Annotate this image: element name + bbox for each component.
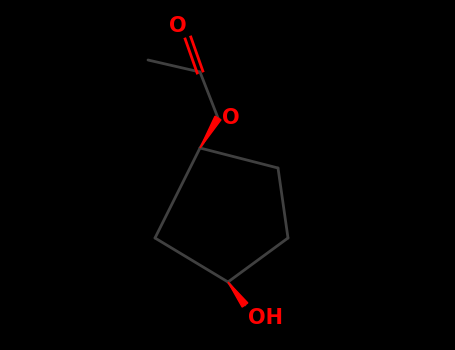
Polygon shape: [228, 282, 248, 307]
Text: OH: OH: [248, 308, 283, 328]
Polygon shape: [200, 116, 221, 148]
Text: O: O: [169, 16, 187, 36]
Text: O: O: [222, 108, 240, 128]
